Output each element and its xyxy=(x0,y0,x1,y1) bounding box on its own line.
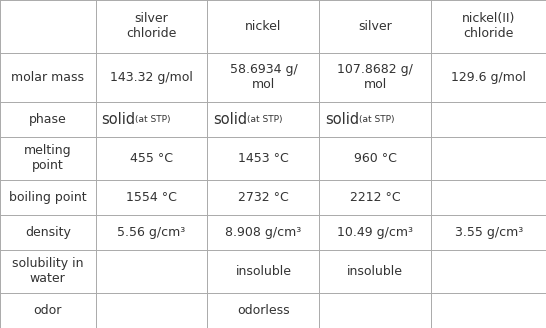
Text: phase: phase xyxy=(29,113,67,126)
Text: solid: solid xyxy=(213,112,247,127)
Text: (at STP): (at STP) xyxy=(135,114,170,124)
Text: 960 °C: 960 °C xyxy=(354,152,397,165)
Text: molar mass: molar mass xyxy=(11,71,84,84)
Text: solid: solid xyxy=(325,112,359,127)
Text: 3.55 g/cm³: 3.55 g/cm³ xyxy=(454,226,523,239)
Text: odor: odor xyxy=(34,304,62,317)
Text: 129.6 g/mol: 129.6 g/mol xyxy=(451,71,526,84)
Text: 5.56 g/cm³: 5.56 g/cm³ xyxy=(117,226,186,239)
Text: 58.6934 g/
mol: 58.6934 g/ mol xyxy=(229,63,298,91)
Text: 10.49 g/cm³: 10.49 g/cm³ xyxy=(337,226,413,239)
Text: (at STP): (at STP) xyxy=(359,114,394,124)
Text: 1554 °C: 1554 °C xyxy=(126,191,177,204)
Text: 107.8682 g/
mol: 107.8682 g/ mol xyxy=(337,63,413,91)
Text: nickel: nickel xyxy=(245,20,282,33)
Text: 2212 °C: 2212 °C xyxy=(350,191,401,204)
Text: solid: solid xyxy=(101,112,135,127)
Text: insoluble: insoluble xyxy=(235,265,292,278)
Text: insoluble: insoluble xyxy=(347,265,403,278)
Text: silver: silver xyxy=(359,20,392,33)
Text: density: density xyxy=(25,226,71,239)
Text: melting
point: melting point xyxy=(24,144,72,172)
Text: odorless: odorless xyxy=(237,304,290,317)
Text: 2732 °C: 2732 °C xyxy=(238,191,289,204)
Text: 455 °C: 455 °C xyxy=(130,152,173,165)
Text: 1453 °C: 1453 °C xyxy=(238,152,289,165)
Text: 8.908 g/cm³: 8.908 g/cm³ xyxy=(225,226,301,239)
Text: nickel(II)
chloride: nickel(II) chloride xyxy=(462,12,515,40)
Text: (at STP): (at STP) xyxy=(247,114,282,124)
Text: boiling point: boiling point xyxy=(9,191,87,204)
Text: silver
chloride: silver chloride xyxy=(126,12,177,40)
Text: 143.32 g/mol: 143.32 g/mol xyxy=(110,71,193,84)
Text: solubility in
water: solubility in water xyxy=(12,257,84,285)
